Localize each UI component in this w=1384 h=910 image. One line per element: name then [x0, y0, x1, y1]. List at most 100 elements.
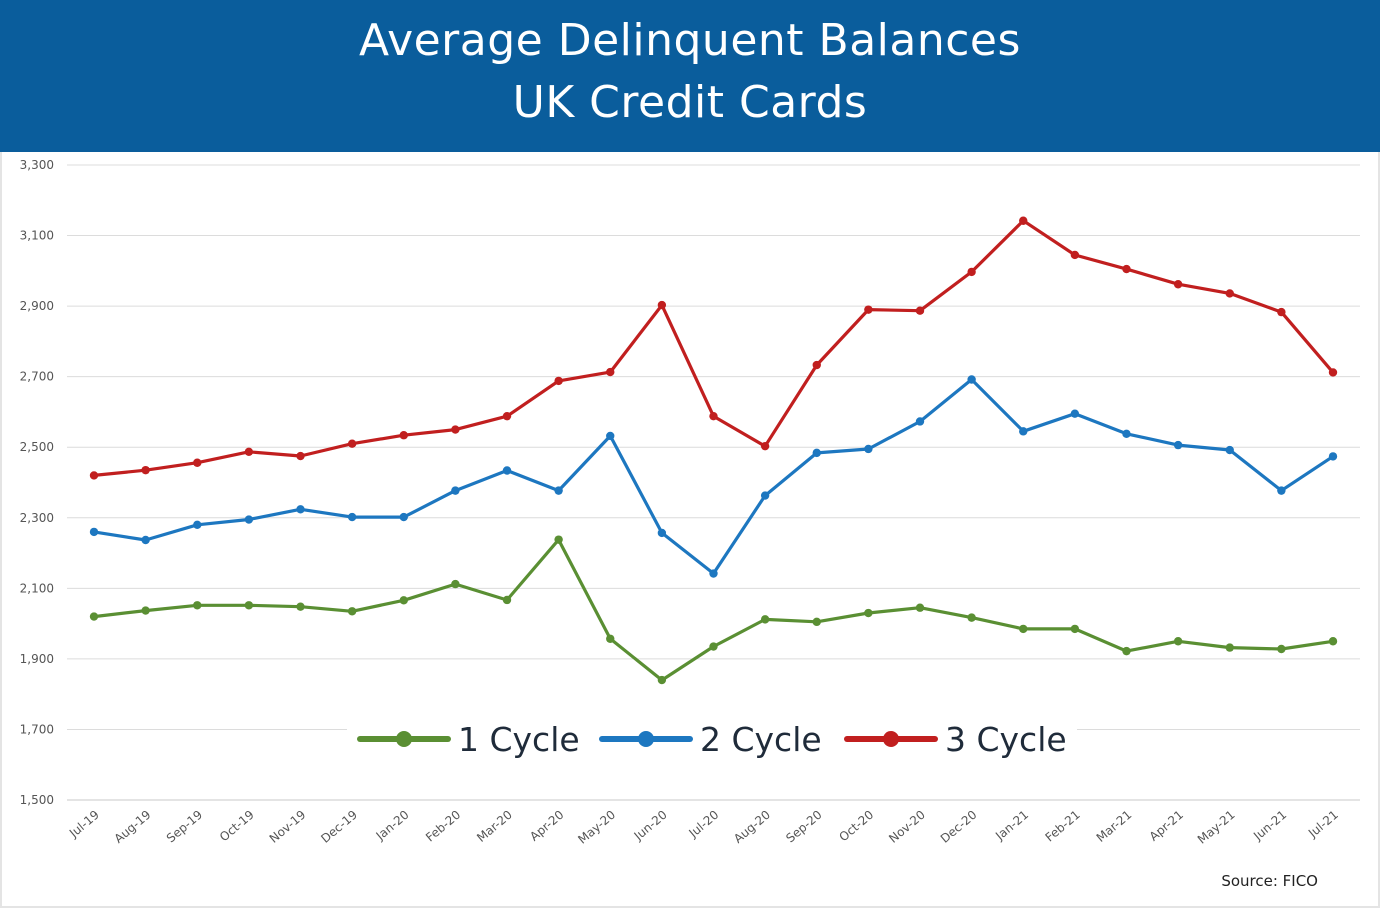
x-tick-label: Nov-19 [267, 808, 309, 846]
legend-swatch-marker-2-cycle [638, 731, 654, 747]
data-point-1-cycle [1328, 637, 1338, 646]
data-point-2-cycle [760, 491, 770, 500]
data-point-1-cycle [244, 601, 254, 610]
data-point-2-cycle [347, 512, 357, 522]
y-tick-label: 3,300 [20, 158, 54, 172]
data-point-2-cycle [657, 528, 667, 538]
data-point-1-cycle [399, 596, 408, 605]
data-point-3-cycle [760, 441, 770, 451]
data-point-2-cycle [1173, 440, 1183, 450]
x-tick-label: Aug-19 [112, 808, 154, 846]
legend-label-1-cycle: 1 Cycle [458, 720, 580, 759]
data-point-2-cycle [1277, 486, 1286, 495]
data-point-1-cycle [606, 634, 615, 643]
data-point-1-cycle [657, 675, 667, 685]
legend-label-2-cycle: 2 Cycle [700, 720, 822, 759]
chart-area: 1,500 1,700 1,900 2,100 2,300 2,500 2,700 2,900… [0, 152, 1380, 908]
x-tick-label: Jul-21 [1305, 808, 1341, 841]
data-point-2-cycle [864, 444, 873, 454]
data-point-1-cycle [347, 607, 357, 616]
data-point-2-cycle [1328, 452, 1338, 461]
data-point-3-cycle [709, 411, 718, 421]
x-tick-label: Oct-20 [836, 808, 876, 845]
x-tick-label: Jul-19 [66, 808, 102, 841]
data-point-3-cycle [1122, 264, 1131, 274]
data-point-2-cycle [89, 527, 99, 537]
x-tick-label: Dec-20 [938, 808, 980, 846]
x-tick-label: Jun-20 [631, 808, 670, 844]
x-tick-label: Apr-21 [1147, 808, 1186, 844]
data-point-3-cycle [1277, 307, 1286, 317]
data-point-1-cycle [1277, 644, 1286, 654]
data-point-2-cycle [1019, 427, 1028, 436]
y-tick-label: 3,100 [20, 229, 54, 243]
series-line-2-cycle [92, 377, 1335, 576]
y-tick-label: 2,500 [20, 440, 54, 454]
data-point-1-cycle [709, 642, 718, 651]
data-point-3-cycle [1225, 289, 1234, 298]
data-point-1-cycle [1122, 646, 1131, 656]
source-note: Source: FICO [1221, 872, 1318, 890]
chart-title-banner: Average Delinquent Balances UK Credit Ca… [0, 0, 1380, 152]
data-point-1-cycle [1225, 643, 1234, 652]
data-point-2-cycle [554, 486, 563, 495]
x-tick-label: Jul-20 [686, 808, 722, 841]
y-tick-label: 2,300 [20, 511, 54, 525]
data-point-3-cycle [244, 447, 254, 457]
data-point-2-cycle [141, 535, 150, 545]
data-point-3-cycle [812, 360, 821, 370]
y-tick-label: 2,700 [20, 370, 54, 384]
legend-label-3-cycle: 3 Cycle [945, 720, 1067, 759]
data-point-3-cycle [141, 465, 150, 475]
data-point-1-cycle [502, 595, 512, 605]
data-point-1-cycle [1019, 624, 1028, 634]
x-tick-label: Dec-19 [318, 808, 360, 846]
data-point-3-cycle [347, 439, 357, 448]
x-tick-label: Feb-20 [423, 808, 463, 845]
data-point-2-cycle [967, 375, 976, 384]
data-point-1-cycle [812, 617, 821, 627]
data-point-3-cycle [296, 451, 305, 461]
data-point-3-cycle [606, 367, 615, 377]
line-chart: 1,500 1,700 1,900 2,100 2,300 2,500 2,700 2,900… [20, 158, 1360, 847]
y-tick-label: 2,900 [20, 299, 54, 313]
x-tick-label: Sep-19 [164, 808, 205, 846]
data-point-3-cycle [657, 300, 667, 310]
data-point-3-cycle [451, 425, 460, 434]
data-point-3-cycle [193, 458, 202, 467]
x-tick-label: Mar-20 [474, 808, 515, 845]
series-1-cycle [89, 535, 1338, 685]
data-point-2-cycle [1070, 409, 1080, 418]
chart-title-line-1: Average Delinquent Balances [359, 15, 1021, 66]
data-point-1-cycle [760, 615, 770, 624]
data-point-2-cycle [606, 431, 615, 441]
x-axis-tick-labels: Jul-19 Aug-19 Sep-19 Oct-19 Nov-19 Dec-19 Jan-… [66, 808, 1341, 847]
x-tick-label: Feb-21 [1043, 808, 1083, 845]
y-axis-tick-labels: 1,500 1,700 1,900 2,100 2,300 2,500 2,700 2,900… [20, 158, 54, 807]
data-point-2-cycle [812, 448, 821, 458]
data-point-3-cycle [399, 431, 408, 440]
data-point-1-cycle [554, 535, 563, 544]
data-point-3-cycle [1328, 368, 1338, 377]
series-2-cycle [89, 375, 1338, 578]
data-point-3-cycle [1173, 280, 1183, 289]
x-tick-label: Oct-19 [217, 808, 257, 845]
data-point-1-cycle [296, 602, 305, 611]
data-point-3-cycle [1019, 216, 1028, 225]
data-point-2-cycle [502, 466, 512, 475]
x-tick-label: May-20 [575, 808, 618, 847]
data-point-1-cycle [89, 612, 99, 621]
y-tick-label: 1,500 [20, 793, 54, 807]
data-point-3-cycle [502, 411, 512, 421]
x-tick-label: Sep-20 [783, 808, 824, 846]
data-point-2-cycle [709, 569, 718, 578]
series-3-cycle [89, 216, 1338, 480]
chart-title-line-2: UK Credit Cards [512, 77, 868, 128]
data-point-3-cycle [915, 306, 925, 315]
data-point-1-cycle [193, 601, 202, 610]
x-tick-label: Aug-20 [731, 808, 773, 846]
legend-swatch-marker-1-cycle [396, 731, 412, 747]
data-point-3-cycle [554, 376, 563, 386]
data-point-2-cycle [451, 486, 460, 495]
data-point-2-cycle [1225, 445, 1234, 455]
